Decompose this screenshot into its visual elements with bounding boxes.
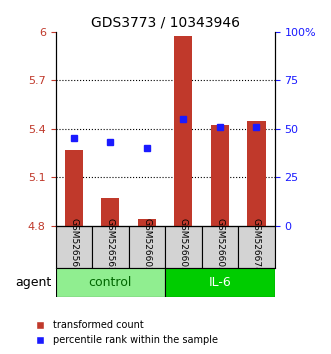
FancyBboxPatch shape <box>165 226 202 268</box>
FancyBboxPatch shape <box>238 226 275 268</box>
FancyBboxPatch shape <box>165 268 275 297</box>
Text: GSM526562: GSM526562 <box>106 218 115 272</box>
Text: IL-6: IL-6 <box>209 276 231 289</box>
Bar <box>211 125 229 226</box>
Text: GSM526602: GSM526602 <box>142 218 151 272</box>
Text: GSM526678: GSM526678 <box>252 217 261 272</box>
FancyBboxPatch shape <box>56 268 165 297</box>
FancyBboxPatch shape <box>56 226 92 268</box>
Legend: transformed count, percentile rank within the sample: transformed count, percentile rank withi… <box>31 316 222 349</box>
Text: GSM526603: GSM526603 <box>179 217 188 272</box>
Title: GDS3773 / 10343946: GDS3773 / 10343946 <box>91 15 240 29</box>
FancyBboxPatch shape <box>92 226 128 268</box>
Bar <box>174 36 193 226</box>
Bar <box>247 121 265 226</box>
Text: GSM526561: GSM526561 <box>69 217 78 272</box>
Text: control: control <box>89 276 132 289</box>
Text: GSM526605: GSM526605 <box>215 217 224 272</box>
Text: agent: agent <box>16 276 52 289</box>
FancyBboxPatch shape <box>202 226 238 268</box>
Bar <box>101 198 119 226</box>
Bar <box>65 150 83 226</box>
FancyBboxPatch shape <box>128 226 165 268</box>
Bar <box>138 219 156 226</box>
